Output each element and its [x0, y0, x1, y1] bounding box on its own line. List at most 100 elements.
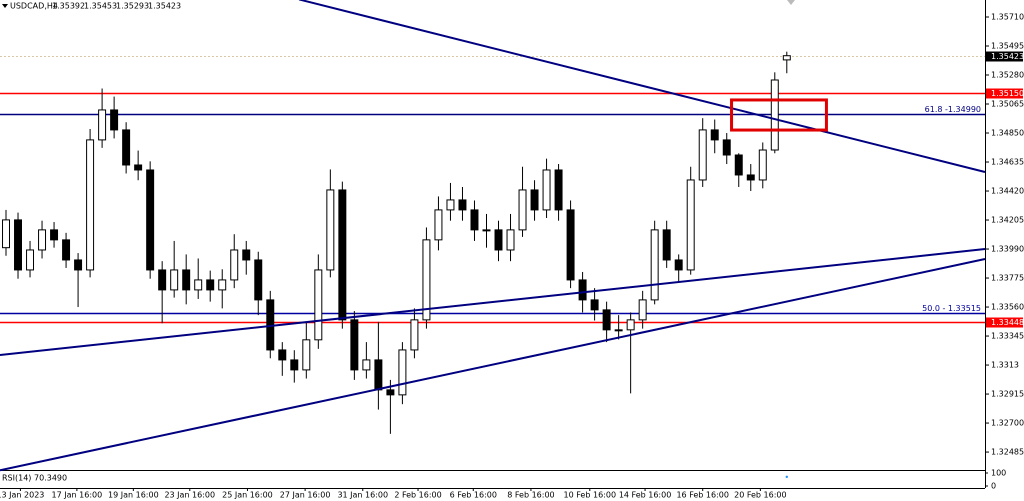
candle-body — [110, 109, 119, 131]
candle-body — [314, 269, 323, 341]
candle-body — [290, 359, 299, 371]
y-tick-label: 1.35065 — [991, 100, 1024, 109]
candle-body — [362, 359, 371, 371]
candle-body — [182, 269, 191, 291]
candle-body — [758, 149, 767, 181]
candle-body — [86, 139, 95, 271]
candle-body — [158, 269, 167, 291]
x-tick-label: 8 Feb 16:00 — [507, 491, 554, 500]
x-tick-label: 16 Feb 16:00 — [676, 491, 728, 500]
candle-body — [146, 169, 155, 271]
candle-body — [302, 339, 311, 371]
x-tick-label: 20 Feb 16:00 — [734, 491, 786, 500]
candle-body — [722, 139, 731, 156]
candle-body — [170, 269, 179, 291]
candle-body — [230, 249, 239, 281]
ohlc-close: 1.35423 — [148, 2, 181, 11]
menu-arrow — [2, 4, 8, 8]
candle-body — [470, 209, 479, 231]
candle-body — [350, 319, 359, 371]
candle-body — [38, 229, 47, 251]
candle-body — [746, 174, 755, 181]
shift-marker — [787, 0, 795, 5]
rsi-tick-label: 0 — [991, 482, 996, 491]
candle-body — [566, 209, 575, 281]
candle-body — [530, 189, 539, 211]
ohlc-high: 1.35453 — [84, 2, 117, 11]
x-tick-label: 19 Jan 16:00 — [108, 491, 159, 500]
candle-body — [494, 229, 503, 251]
x-tick-label: 23 Jan 16:00 — [164, 491, 215, 500]
candle-body — [98, 109, 107, 141]
x-tick-label: 10 Feb 16:00 — [564, 491, 616, 500]
x-tick-label: 27 Jan 16:00 — [280, 491, 331, 500]
candle-body — [194, 279, 203, 291]
candle-body — [770, 79, 779, 151]
trend-line — [298, 0, 986, 173]
candle-body — [242, 249, 251, 261]
candle-body — [2, 219, 10, 249]
candle-body — [482, 229, 491, 232]
level-tag-label: 1.33448 — [991, 318, 1024, 327]
level-tag — [986, 88, 1023, 99]
rsi-point — [785, 475, 788, 479]
rsi-value: 70.3490 — [34, 474, 67, 483]
y-tick-label: 1.34635 — [991, 158, 1024, 167]
x-tick-label: 17 Jan 16:00 — [52, 491, 103, 500]
y-tick-label: 1.33345 — [991, 332, 1024, 341]
ohlc-low: 1.35293 — [116, 2, 149, 11]
level-tag — [986, 51, 1023, 62]
symbol: USDCAD,H4 — [10, 2, 58, 11]
x-tick-label: 14 Feb 16:00 — [619, 491, 671, 500]
candle-body — [638, 299, 647, 321]
candle-body — [542, 169, 551, 211]
candle-body — [590, 299, 599, 311]
y-tick-label: 1.34420 — [991, 187, 1024, 196]
candle-body — [374, 359, 383, 391]
x-tick-label: 31 Jan 16:00 — [337, 491, 388, 500]
candle-body — [278, 349, 287, 361]
y-tick-label: 1.35280 — [991, 71, 1024, 80]
candle-body — [206, 279, 215, 291]
candle-body — [458, 199, 467, 211]
y-tick-label: 1.33775 — [991, 274, 1024, 283]
y-tick-label: 1.32700 — [991, 419, 1024, 428]
candle-body — [26, 249, 35, 271]
trend-line — [0, 258, 986, 472]
rsi-tick-label: 100 — [991, 469, 1006, 478]
y-tick-label: 1.34850 — [991, 129, 1024, 138]
y-tick-label: 1.32485 — [991, 448, 1024, 457]
candle-body — [14, 219, 23, 271]
candle-body — [710, 129, 719, 141]
candle-body — [338, 189, 347, 321]
level-label: 50.0 - 1.33515 — [922, 304, 981, 313]
candle-body — [410, 319, 419, 351]
trend-line — [0, 248, 986, 357]
candle-body — [650, 229, 659, 301]
highlight-box — [730, 98, 828, 132]
x-tick-label: 6 Feb 16:00 — [450, 491, 497, 500]
rsi-name: RSI(14) — [2, 474, 31, 483]
candle-body — [134, 164, 143, 171]
x-tick-label: 25 Jan 16:00 — [222, 491, 273, 500]
candle-body — [674, 259, 683, 271]
candle-body — [602, 309, 611, 331]
level-tag — [986, 317, 1023, 328]
y-tick-label: 1.32915 — [991, 390, 1024, 399]
candle-body — [62, 239, 71, 261]
level-label: 61.8 -1.34990 — [925, 105, 981, 114]
candle-body — [734, 154, 743, 176]
y-tick-label: 1.33560 — [991, 303, 1024, 312]
y-tick-label: 1.34205 — [991, 216, 1024, 225]
ohlc-open: 1.35392 — [52, 2, 85, 11]
level-tag-label: 1.35423 — [991, 52, 1024, 61]
level-tag-label: 1.35150 — [991, 89, 1024, 98]
x-tick-label: 2 Feb 16:00 — [394, 491, 441, 500]
candle-body — [434, 209, 443, 241]
candle-body — [614, 329, 623, 332]
y-tick-label: 1.3313 — [991, 361, 1019, 370]
candle-body — [518, 189, 527, 231]
candle-body — [254, 259, 263, 301]
candle-body — [782, 55, 791, 61]
